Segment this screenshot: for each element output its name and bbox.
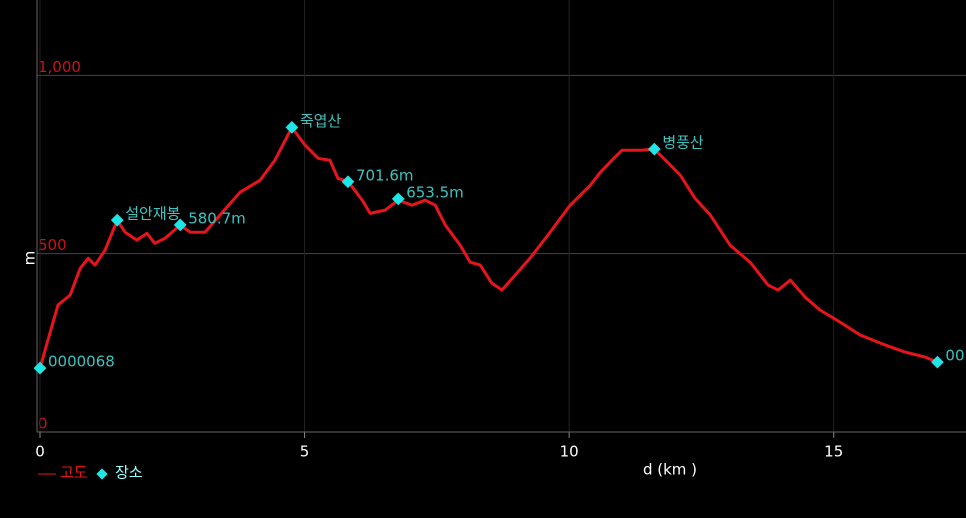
- place-marker: [285, 121, 299, 134]
- legend-label: 장소: [115, 464, 143, 482]
- place-marker: [33, 361, 47, 375]
- legend-label: 고도: [60, 464, 88, 482]
- place-marker: [391, 192, 405, 206]
- place-marker: [931, 355, 944, 369]
- place-label: 설안재봉: [125, 205, 180, 223]
- legend-marker-swatch: [96, 468, 108, 480]
- y-tick-label: 500: [38, 236, 67, 254]
- y-tick-label: 0: [38, 415, 48, 433]
- place-label: 병풍산: [662, 134, 704, 152]
- x-tick-label: 15: [824, 443, 843, 461]
- place-marker: [173, 218, 187, 232]
- place-marker: [110, 213, 124, 227]
- x-tick-label: 10: [560, 443, 579, 461]
- place-label: 653.5m: [406, 183, 464, 201]
- x-axis-label: d (km ): [643, 461, 697, 479]
- y-tick-label: 1,000: [38, 58, 81, 76]
- y-axis-label: m: [21, 251, 39, 266]
- place-marker: [341, 175, 355, 189]
- place-label: 580.7m: [188, 209, 246, 227]
- place-label: 죽엽산: [300, 112, 342, 130]
- x-tick-label: 0: [35, 443, 45, 461]
- place-label: 0000068: [48, 353, 115, 371]
- elevation-line: [38, 125, 938, 369]
- place-label: 00: [945, 347, 964, 365]
- x-tick-label: 5: [300, 443, 310, 461]
- place-label: 701.6m: [356, 166, 414, 184]
